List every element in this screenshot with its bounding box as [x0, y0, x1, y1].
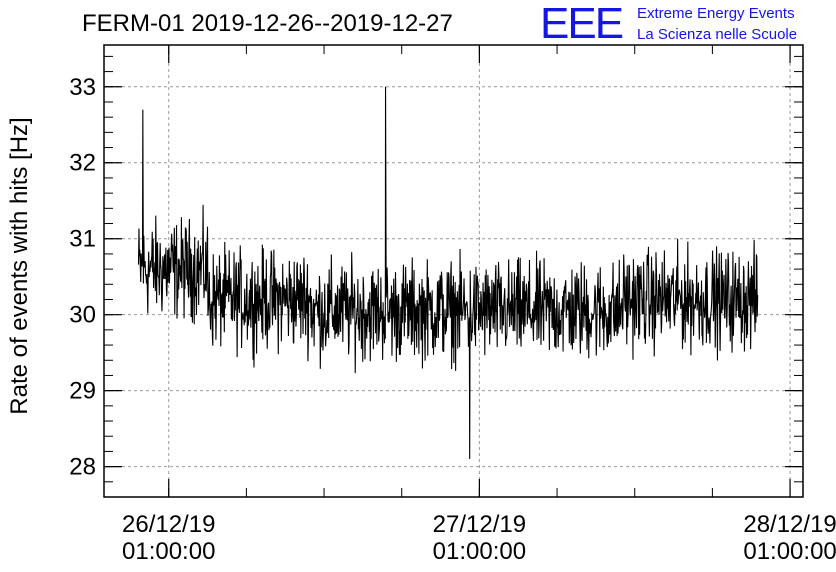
- rate-series-line: [137, 86, 759, 460]
- x-axis: 26/12/1901:00:0027/12/1901:00:0028/12/19…: [122, 45, 836, 565]
- x-tick-label-time: 01:00:00: [743, 538, 836, 565]
- series-line: [137, 86, 759, 460]
- logo-line-1: Extreme Energy Events: [637, 5, 795, 22]
- plot-frame: [103, 44, 804, 498]
- x-tick-label-date: 27/12/19: [433, 511, 526, 538]
- y-tick-label: 28: [69, 454, 96, 481]
- x-tick-label-time: 01:00:00: [122, 538, 215, 565]
- y-axis-label: Rate of events with hits [Hz]: [6, 117, 33, 414]
- eee-logo: EEE: [540, 0, 624, 48]
- grid: [104, 45, 803, 497]
- x-tick-label-date: 26/12/19: [122, 511, 215, 538]
- y-tick-label: 32: [69, 150, 96, 177]
- y-tick-label: 29: [69, 378, 96, 405]
- minor-ticks: [104, 45, 803, 498]
- y-tick-label: 31: [69, 226, 96, 253]
- y-axis: 28 29 30 31 32 33: [69, 74, 803, 481]
- y-tick-label: 33: [69, 74, 96, 101]
- y-tick-label: 30: [69, 302, 96, 329]
- x-tick-label-time: 01:00:00: [433, 538, 526, 565]
- x-tick-label-date: 28/12/19: [743, 511, 836, 538]
- logo-line-2: La Scienza nelle Scuole: [637, 26, 798, 43]
- chart-title: FERM-01 2019-12-26--2019-12-27: [82, 10, 453, 37]
